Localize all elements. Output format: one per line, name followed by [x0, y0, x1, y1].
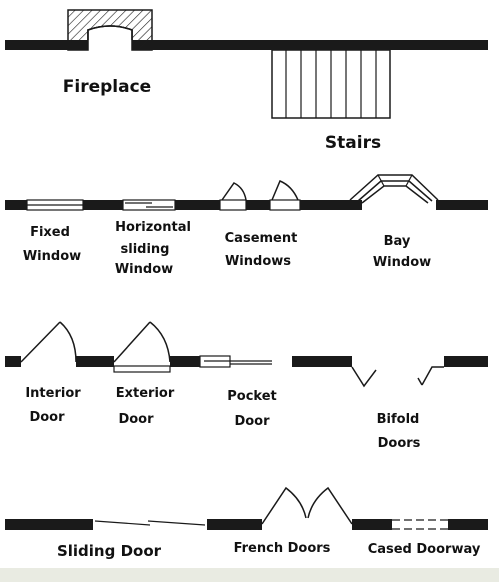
bay-window-label-1: Bay	[384, 234, 411, 249]
sliding-window-label-1: Horizontal	[115, 220, 191, 235]
fixed-window-label-2: Window	[23, 249, 81, 264]
bifold-doors-label-2: Doors	[378, 436, 421, 451]
bifold-doors-label-1: Bifold	[377, 412, 420, 427]
sliding-window-label-2: sliding	[121, 242, 170, 257]
fireplace-symbol	[5, 9, 488, 51]
casement-label-1: Casement	[225, 231, 298, 246]
casement-label-2: Windows	[225, 254, 291, 269]
stairs-label: Stairs	[325, 133, 381, 153]
sliding-window-label-3: Window	[115, 262, 173, 277]
bottom-band	[0, 568, 499, 582]
wall-line-row1	[5, 40, 488, 50]
exterior-door-label-2: Door	[118, 412, 154, 427]
pocket-door-label-1: Pocket	[227, 389, 277, 404]
cased-doorway-symbol	[352, 519, 488, 530]
french-doors-symbol	[261, 486, 353, 525]
fireplace-label: Fireplace	[63, 77, 151, 97]
bifold-doors-symbol	[292, 356, 488, 388]
exterior-door-label-1: Exterior	[116, 386, 175, 401]
pocket-door-label-2: Door	[234, 414, 270, 429]
interior-door-label-2: Door	[29, 410, 65, 425]
exterior-door-sill	[113, 365, 171, 373]
cased-doorway-label: Cased Doorway	[368, 542, 481, 557]
bay-window-label-2: Window	[373, 255, 431, 270]
interior-door-symbol	[5, 321, 114, 367]
sliding-window-glass	[122, 199, 176, 211]
interior-door-label-1: Interior	[25, 386, 81, 401]
stairs-symbol	[271, 49, 391, 119]
fixed-window-label-1: Fixed	[30, 225, 70, 240]
casement-sashes	[221, 180, 299, 201]
sliding-door-label: Sliding Door	[57, 542, 162, 560]
bay-window-symbol	[349, 174, 439, 204]
sliding-door-symbol	[5, 519, 262, 530]
exterior-door-symbol	[113, 321, 200, 373]
windows-wall	[5, 199, 488, 211]
french-doors-label: French Doors	[234, 541, 331, 556]
pocket-door-symbol	[199, 355, 272, 368]
